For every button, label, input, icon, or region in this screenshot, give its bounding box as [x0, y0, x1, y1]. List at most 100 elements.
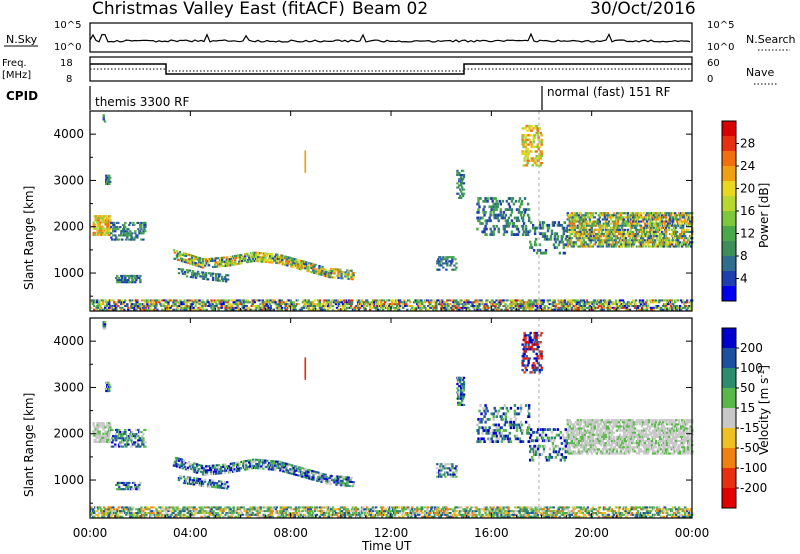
range-gate-cell — [280, 260, 283, 263]
range-gate-cell — [688, 230, 692, 233]
range-gate-cell — [197, 272, 201, 276]
range-gate-cell — [536, 131, 539, 135]
range-gate-cell — [587, 212, 591, 215]
range-gate-cell — [288, 303, 292, 306]
range-gate-cell — [267, 301, 270, 304]
range-gate-cell — [526, 233, 530, 236]
range-gate-cell — [188, 269, 192, 272]
range-gate-cell — [256, 513, 259, 516]
range-gate-cell — [251, 511, 254, 514]
range-gate-cell — [288, 260, 291, 263]
range-gate-cell — [457, 186, 460, 189]
freq-unit-label: [MHz] — [2, 70, 31, 81]
range-gate-cell — [485, 227, 488, 231]
range-gate-cell — [484, 219, 487, 223]
range-gate-cell — [353, 306, 357, 309]
range-gate-cell — [164, 304, 167, 307]
range-gate-cell — [639, 224, 643, 227]
range-gate-cell — [268, 510, 271, 513]
range-gate-cell — [512, 299, 515, 302]
range-gate-cell — [382, 303, 386, 306]
range-gate-cell — [614, 214, 618, 217]
range-gate-cell — [356, 306, 360, 309]
range-gate-cell — [296, 299, 300, 302]
range-gate-cell — [603, 216, 607, 219]
range-gate-cell — [277, 515, 281, 518]
range-gate-cell — [552, 243, 556, 247]
range-gate-cell — [671, 239, 675, 242]
date-label: 30/Oct/2016 — [590, 0, 696, 19]
range-gate-cell — [591, 224, 595, 227]
range-gate-cell — [599, 301, 603, 304]
range-gate-cell — [601, 228, 605, 231]
range-gate-cell — [659, 235, 663, 238]
range-gate-cell — [102, 299, 105, 302]
range-gate-cell — [558, 240, 562, 244]
range-gate-cell — [673, 304, 677, 307]
range-gate-cell — [536, 145, 539, 149]
range-gate-cell — [421, 301, 424, 304]
range-gate-cell — [544, 248, 548, 252]
range-gate-cell — [195, 272, 199, 275]
range-gate-cell — [681, 230, 685, 233]
range-gate-cell — [597, 237, 601, 240]
range-gate-cell — [645, 306, 649, 309]
range-gate-cell — [241, 304, 244, 307]
range-gate-cell — [111, 306, 114, 309]
range-gate-cell — [194, 510, 197, 513]
range-gate-cell — [599, 299, 603, 302]
range-gate-cell — [103, 513, 106, 516]
range-gate-cell — [629, 230, 633, 233]
range-gate-cell — [479, 308, 482, 311]
range-gate-cell — [657, 214, 661, 217]
range-gate-cell — [520, 202, 524, 206]
range-gate-cell — [456, 308, 459, 311]
range-gate-cell — [105, 182, 108, 186]
range-gate-cell — [108, 306, 111, 309]
range-gate-cell — [632, 218, 636, 221]
range-gate-cell — [452, 301, 455, 304]
range-gate-cell — [304, 168, 307, 173]
range-gate-cell — [212, 510, 215, 513]
range-gate-cell — [571, 224, 574, 227]
range-gate-cell — [394, 308, 397, 311]
range-gate-cell — [490, 303, 493, 306]
range-gate-cell — [129, 232, 132, 235]
range-gate-cell — [438, 260, 441, 263]
range-gate-cell — [337, 270, 340, 273]
range-gate-cell — [121, 306, 124, 309]
range-gate-cell — [371, 306, 375, 309]
range-gate-cell — [123, 281, 126, 284]
range-gate-cell — [585, 222, 589, 225]
range-gate-cell — [295, 303, 299, 306]
range-gate-cell — [563, 221, 567, 224]
range-gate-cell — [255, 510, 258, 513]
range-gate-cell — [107, 225, 110, 228]
range-gate-cell — [526, 148, 529, 151]
range-gate-cell — [188, 299, 191, 302]
range-gate-cell — [176, 306, 179, 309]
range-gate-cell — [644, 216, 648, 219]
range-gate-cell — [497, 230, 500, 234]
range-gate-cell — [328, 269, 331, 272]
range-gate-cell — [677, 222, 681, 225]
range-gate-cell — [135, 276, 138, 280]
range-gate-cell — [645, 212, 649, 215]
range-gate-cell — [440, 264, 443, 267]
colorbar-swatch — [722, 241, 736, 257]
range-gate-cell — [142, 515, 145, 518]
range-gate-cell — [387, 304, 391, 307]
range-gate-cell — [108, 510, 111, 513]
range-gate-cell — [340, 308, 344, 311]
range-gate-cell — [97, 304, 100, 307]
range-gate-cell — [176, 513, 179, 516]
range-gate-cell — [666, 220, 670, 223]
range-gate-cell — [599, 304, 603, 307]
range-gate-cell — [241, 513, 244, 516]
range-gate-cell — [597, 243, 601, 246]
range-gate-cell — [440, 260, 443, 263]
range-gate-cell — [399, 299, 402, 302]
range-gate-cell — [687, 222, 691, 225]
range-gate-cell — [649, 235, 653, 238]
range-gate-cell — [121, 276, 124, 280]
